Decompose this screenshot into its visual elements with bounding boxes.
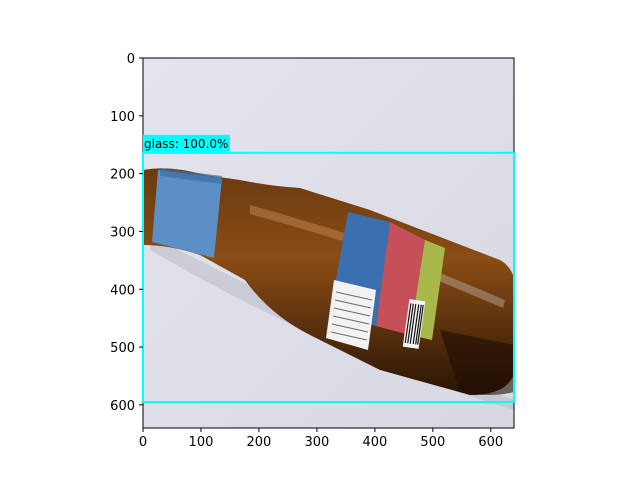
y-tick-label: 100: [110, 110, 135, 125]
x-tick-label: 200: [247, 435, 272, 450]
x-tick-label: 0: [139, 435, 147, 450]
nutrition-text-lines: [330, 291, 373, 341]
nutrition-facts-panel: [326, 280, 376, 350]
x-axis: 0 100 200 300 400 500 600: [139, 428, 503, 450]
y-tick-label: 600: [110, 399, 135, 414]
x-tick-label: 400: [362, 435, 387, 450]
bottle-highlight: [250, 205, 360, 245]
x-tick-label: 100: [189, 435, 214, 450]
detection-label-background: [143, 134, 230, 152]
y-tick-label: 500: [110, 341, 135, 356]
detection-box: [142, 151, 515, 403]
detections: glass: 100.0%: [142, 134, 515, 403]
x-tick-label: 600: [478, 435, 503, 450]
y-tick-label: 300: [110, 225, 135, 240]
y-tick-label: 200: [110, 168, 135, 183]
bottle-reflection: [420, 265, 505, 308]
bottle-base: [440, 330, 514, 395]
bottle: [143, 168, 514, 395]
x-tick-label: 300: [304, 435, 329, 450]
x-tick-label: 500: [420, 435, 445, 450]
neck-label-band: [160, 168, 222, 184]
detection-label: glass: 100.0%: [144, 137, 228, 151]
y-tick-label: 400: [110, 283, 135, 298]
barcode: [402, 299, 426, 349]
y-tick-label: 0: [127, 52, 135, 67]
neck-label: [152, 170, 222, 258]
photo: [143, 58, 514, 428]
y-axis: 0 100 200 300 400 500 600: [110, 52, 143, 414]
